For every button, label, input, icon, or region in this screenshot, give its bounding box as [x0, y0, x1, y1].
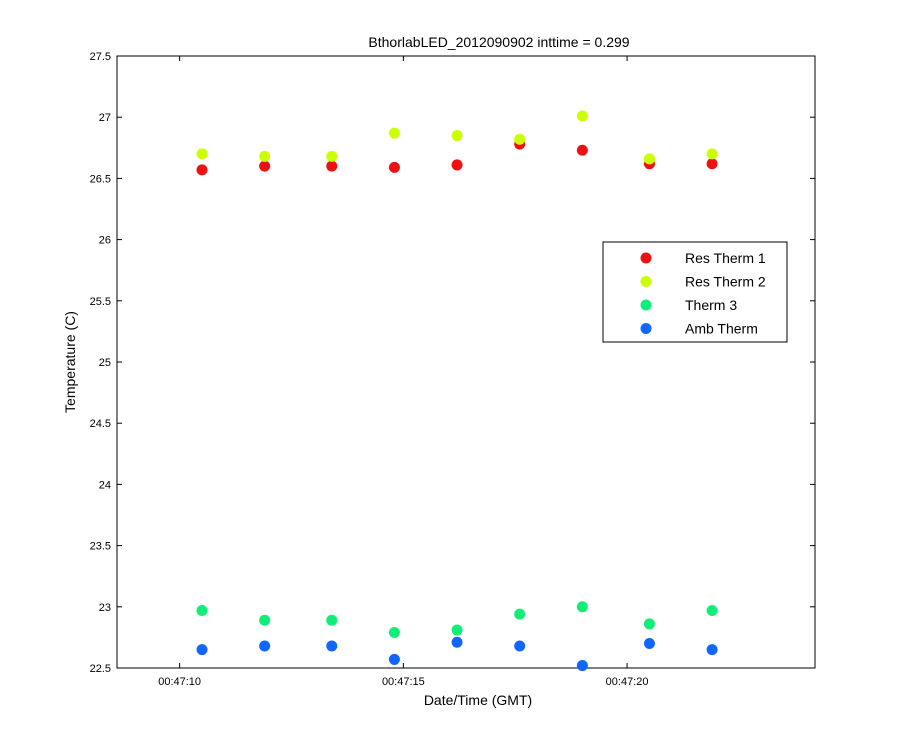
data-point	[451, 159, 463, 171]
legend: Res Therm 1 Res Therm 2 Therm 3 Amb Therm	[602, 241, 788, 343]
y-axis-ticks: 22.5 23 23.5 24 24.5 25 25.5 26 26.5 27 27.5	[90, 51, 815, 675]
y-tick-label: 24.5	[90, 418, 111, 430]
data-point	[451, 624, 463, 636]
data-point	[576, 601, 588, 613]
data-point	[259, 640, 271, 652]
y-tick-label: 26	[99, 235, 111, 247]
x-tick-label: 00:47:20	[606, 676, 649, 688]
data-point	[388, 127, 400, 139]
data-point	[706, 158, 718, 170]
data-point	[576, 144, 588, 156]
data-point	[514, 640, 526, 652]
data-point	[451, 636, 463, 648]
data-point	[326, 150, 338, 162]
y-tick-label: 25	[99, 357, 111, 369]
data-point	[259, 150, 271, 162]
legend-marker	[640, 276, 652, 287]
legend-box	[602, 241, 788, 343]
data-point	[326, 614, 338, 626]
data-point	[196, 644, 208, 656]
data-point	[643, 618, 655, 630]
data-point	[576, 660, 588, 672]
y-tick-label: 23.5	[90, 541, 111, 553]
data-point	[514, 133, 526, 145]
x-tick-label: 00:47:15	[382, 676, 425, 688]
data-point	[643, 638, 655, 650]
chart-title: BthorlabLED_2012090902 inttime = 0.299	[368, 34, 629, 50]
data-point	[196, 164, 208, 176]
x-axis-ticks: 00:47:10 00:47:15 00:47:20	[158, 56, 648, 688]
data-point	[259, 614, 271, 626]
data-point	[259, 160, 271, 172]
data-point	[706, 644, 718, 656]
x-axis-label: Date/Time (GMT)	[424, 692, 532, 708]
plot-area	[116, 55, 816, 669]
legend-marker	[640, 299, 652, 311]
y-tick-label: 27.5	[90, 51, 111, 63]
data-point	[643, 153, 655, 165]
legend-marker	[640, 323, 652, 334]
data-point	[388, 161, 400, 173]
data-point	[326, 160, 338, 172]
data-point	[388, 627, 400, 639]
data-point	[576, 110, 588, 122]
data-point	[706, 148, 718, 160]
data-point	[196, 604, 208, 616]
legend-marker	[640, 252, 652, 264]
y-tick-label: 22.5	[90, 663, 111, 675]
plot-frame	[116, 55, 816, 669]
data-point	[514, 608, 526, 620]
data-point	[326, 640, 338, 652]
x-tick-label: 00:47:10	[158, 676, 201, 688]
legend-label: Res Therm 1	[685, 250, 766, 266]
y-tick-label: 26.5	[90, 173, 111, 185]
data-points	[196, 110, 718, 672]
data-point	[388, 653, 400, 665]
legend-label: Therm 3	[685, 297, 737, 313]
y-tick-label: 23	[99, 602, 111, 614]
y-tick-label: 27	[99, 112, 111, 124]
legend-label: Res Therm 2	[685, 274, 766, 290]
y-axis-label: Temperature (C)	[62, 311, 78, 413]
data-point	[706, 604, 718, 616]
y-tick-label: 24	[99, 479, 111, 491]
legend-label: Amb Therm	[685, 321, 758, 337]
data-point	[451, 130, 463, 142]
data-point	[196, 148, 208, 160]
y-tick-label: 25.5	[90, 296, 111, 308]
